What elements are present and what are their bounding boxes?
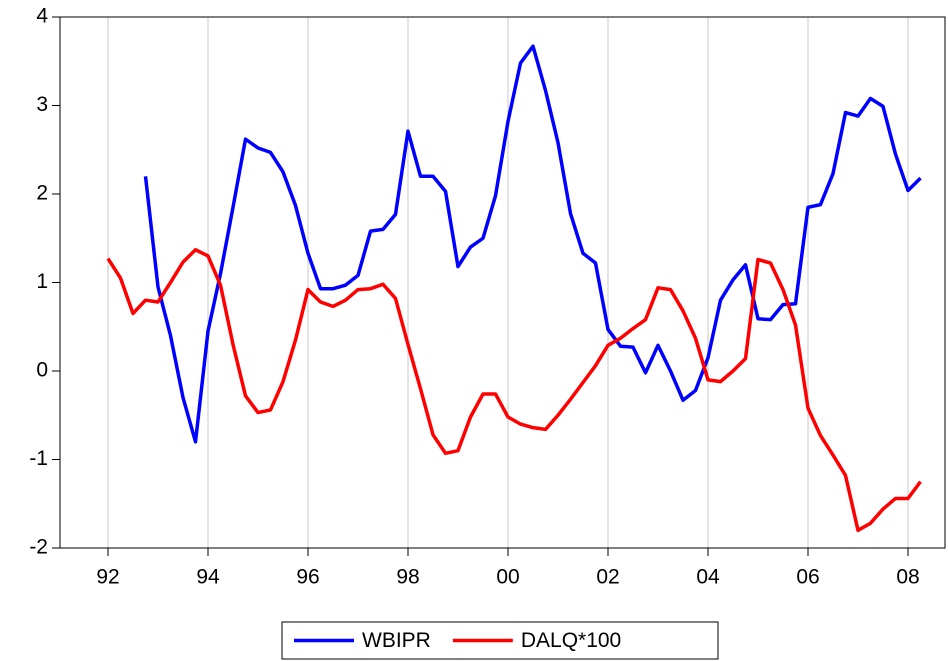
plot-frame — [59, 16, 946, 549]
x-tick-label: 98 — [396, 566, 419, 589]
y-tick-label: 4 — [36, 5, 48, 28]
y-tick-label: 3 — [36, 93, 48, 116]
x-tick-label: 04 — [696, 566, 720, 589]
legend-label: WBIPR — [362, 629, 431, 652]
x-tick-label: 94 — [196, 566, 220, 589]
series-line — [106, 248, 922, 533]
y-tick-label: -1 — [29, 447, 48, 470]
x-tick-label: 08 — [896, 566, 919, 589]
y-tick-label: 1 — [36, 270, 48, 293]
y-tick-label: 2 — [36, 182, 48, 205]
x-tick-label: 92 — [96, 566, 119, 589]
x-tick-label: 96 — [296, 566, 319, 589]
x-tick-label: 06 — [796, 566, 819, 589]
legend-label: DALQ*100 — [521, 629, 621, 652]
x-tick-label: 00 — [496, 566, 519, 589]
series-line — [143, 44, 922, 444]
x-tick-label: 02 — [596, 566, 619, 589]
y-tick-label: 0 — [36, 359, 48, 382]
y-tick-label: -2 — [29, 536, 48, 559]
